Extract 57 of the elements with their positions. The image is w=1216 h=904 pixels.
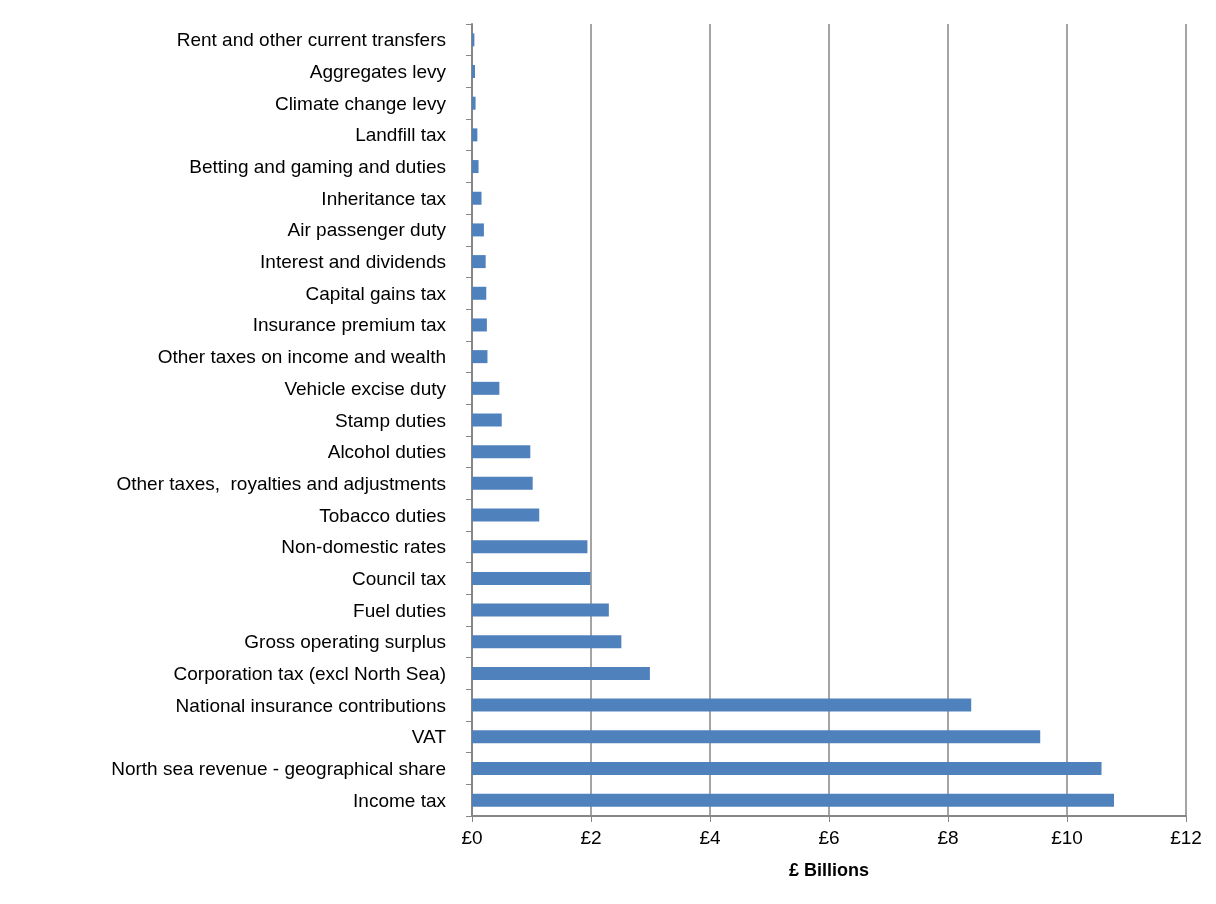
bar	[472, 413, 502, 427]
y-tick-label: Income tax	[353, 789, 447, 811]
y-tick-label: Inheritance tax	[321, 187, 447, 209]
x-axis-title: £ Billions	[788, 860, 870, 880]
y-tick-label: Interest and dividends	[260, 251, 446, 273]
bar	[472, 571, 591, 585]
y-tick-label: North sea revenue - geographical share	[111, 757, 446, 779]
y-tick-label: Climate change levy	[274, 92, 447, 114]
y-tick-label: Vehicle excise duty	[284, 377, 447, 399]
y-tick-label: Tobacco duties	[319, 504, 446, 526]
bar	[472, 508, 540, 522]
y-tick-label: Stamp duties	[335, 409, 446, 431]
x-tick-label: £4	[699, 827, 721, 848]
bar	[472, 476, 533, 490]
bar	[472, 223, 484, 237]
bar	[472, 96, 476, 110]
x-tick-label: £6	[818, 827, 840, 848]
bar	[472, 191, 482, 205]
bar	[472, 793, 1115, 807]
bar	[472, 286, 487, 300]
bar	[472, 698, 972, 712]
bar	[472, 635, 622, 649]
x-tick-label: £0	[461, 827, 483, 848]
y-tick-label: Landfill tax	[355, 124, 447, 146]
y-tick-label: Alcohol duties	[327, 441, 446, 463]
y-tick-label: Non-domestic rates	[281, 536, 446, 558]
y-tick-label: Rent and other current transfers	[176, 29, 446, 51]
y-tick-label: VAT	[411, 726, 447, 748]
y-tick-label: Other taxes, royalties and adjustments	[116, 472, 446, 494]
bar	[472, 761, 1102, 775]
bar	[472, 381, 500, 395]
bar	[472, 255, 486, 269]
bar	[472, 318, 487, 332]
y-tick-label: Corporation tax (excl North Sea)	[173, 662, 446, 684]
bar	[472, 666, 650, 680]
y-tick-label: Other taxes on income and wealth	[157, 346, 446, 368]
bar	[472, 540, 588, 554]
bar	[472, 160, 479, 174]
bar	[472, 65, 475, 79]
y-tick-label: Insurance premium tax	[252, 314, 447, 336]
y-tick-label: National insurance contributions	[175, 694, 446, 716]
x-tick-label: £2	[580, 827, 602, 848]
x-tick-label: £10	[1051, 827, 1083, 848]
bar	[472, 350, 488, 364]
bar	[472, 730, 1041, 744]
y-tick-label: Aggregates levy	[309, 61, 447, 83]
x-tick-label: £8	[937, 827, 959, 848]
bar	[472, 128, 478, 142]
y-tick-label: Fuel duties	[353, 599, 446, 621]
bar	[472, 603, 609, 617]
y-tick-label: Council tax	[352, 567, 447, 589]
x-tick-label: £12	[1170, 827, 1202, 848]
bar	[472, 445, 531, 459]
y-tick-label: Gross operating surplus	[244, 631, 446, 653]
y-tick-label: Capital gains tax	[305, 282, 447, 304]
y-tick-label: Air passenger duty	[287, 219, 447, 241]
y-tick-label: Betting and gaming and duties	[189, 156, 446, 178]
